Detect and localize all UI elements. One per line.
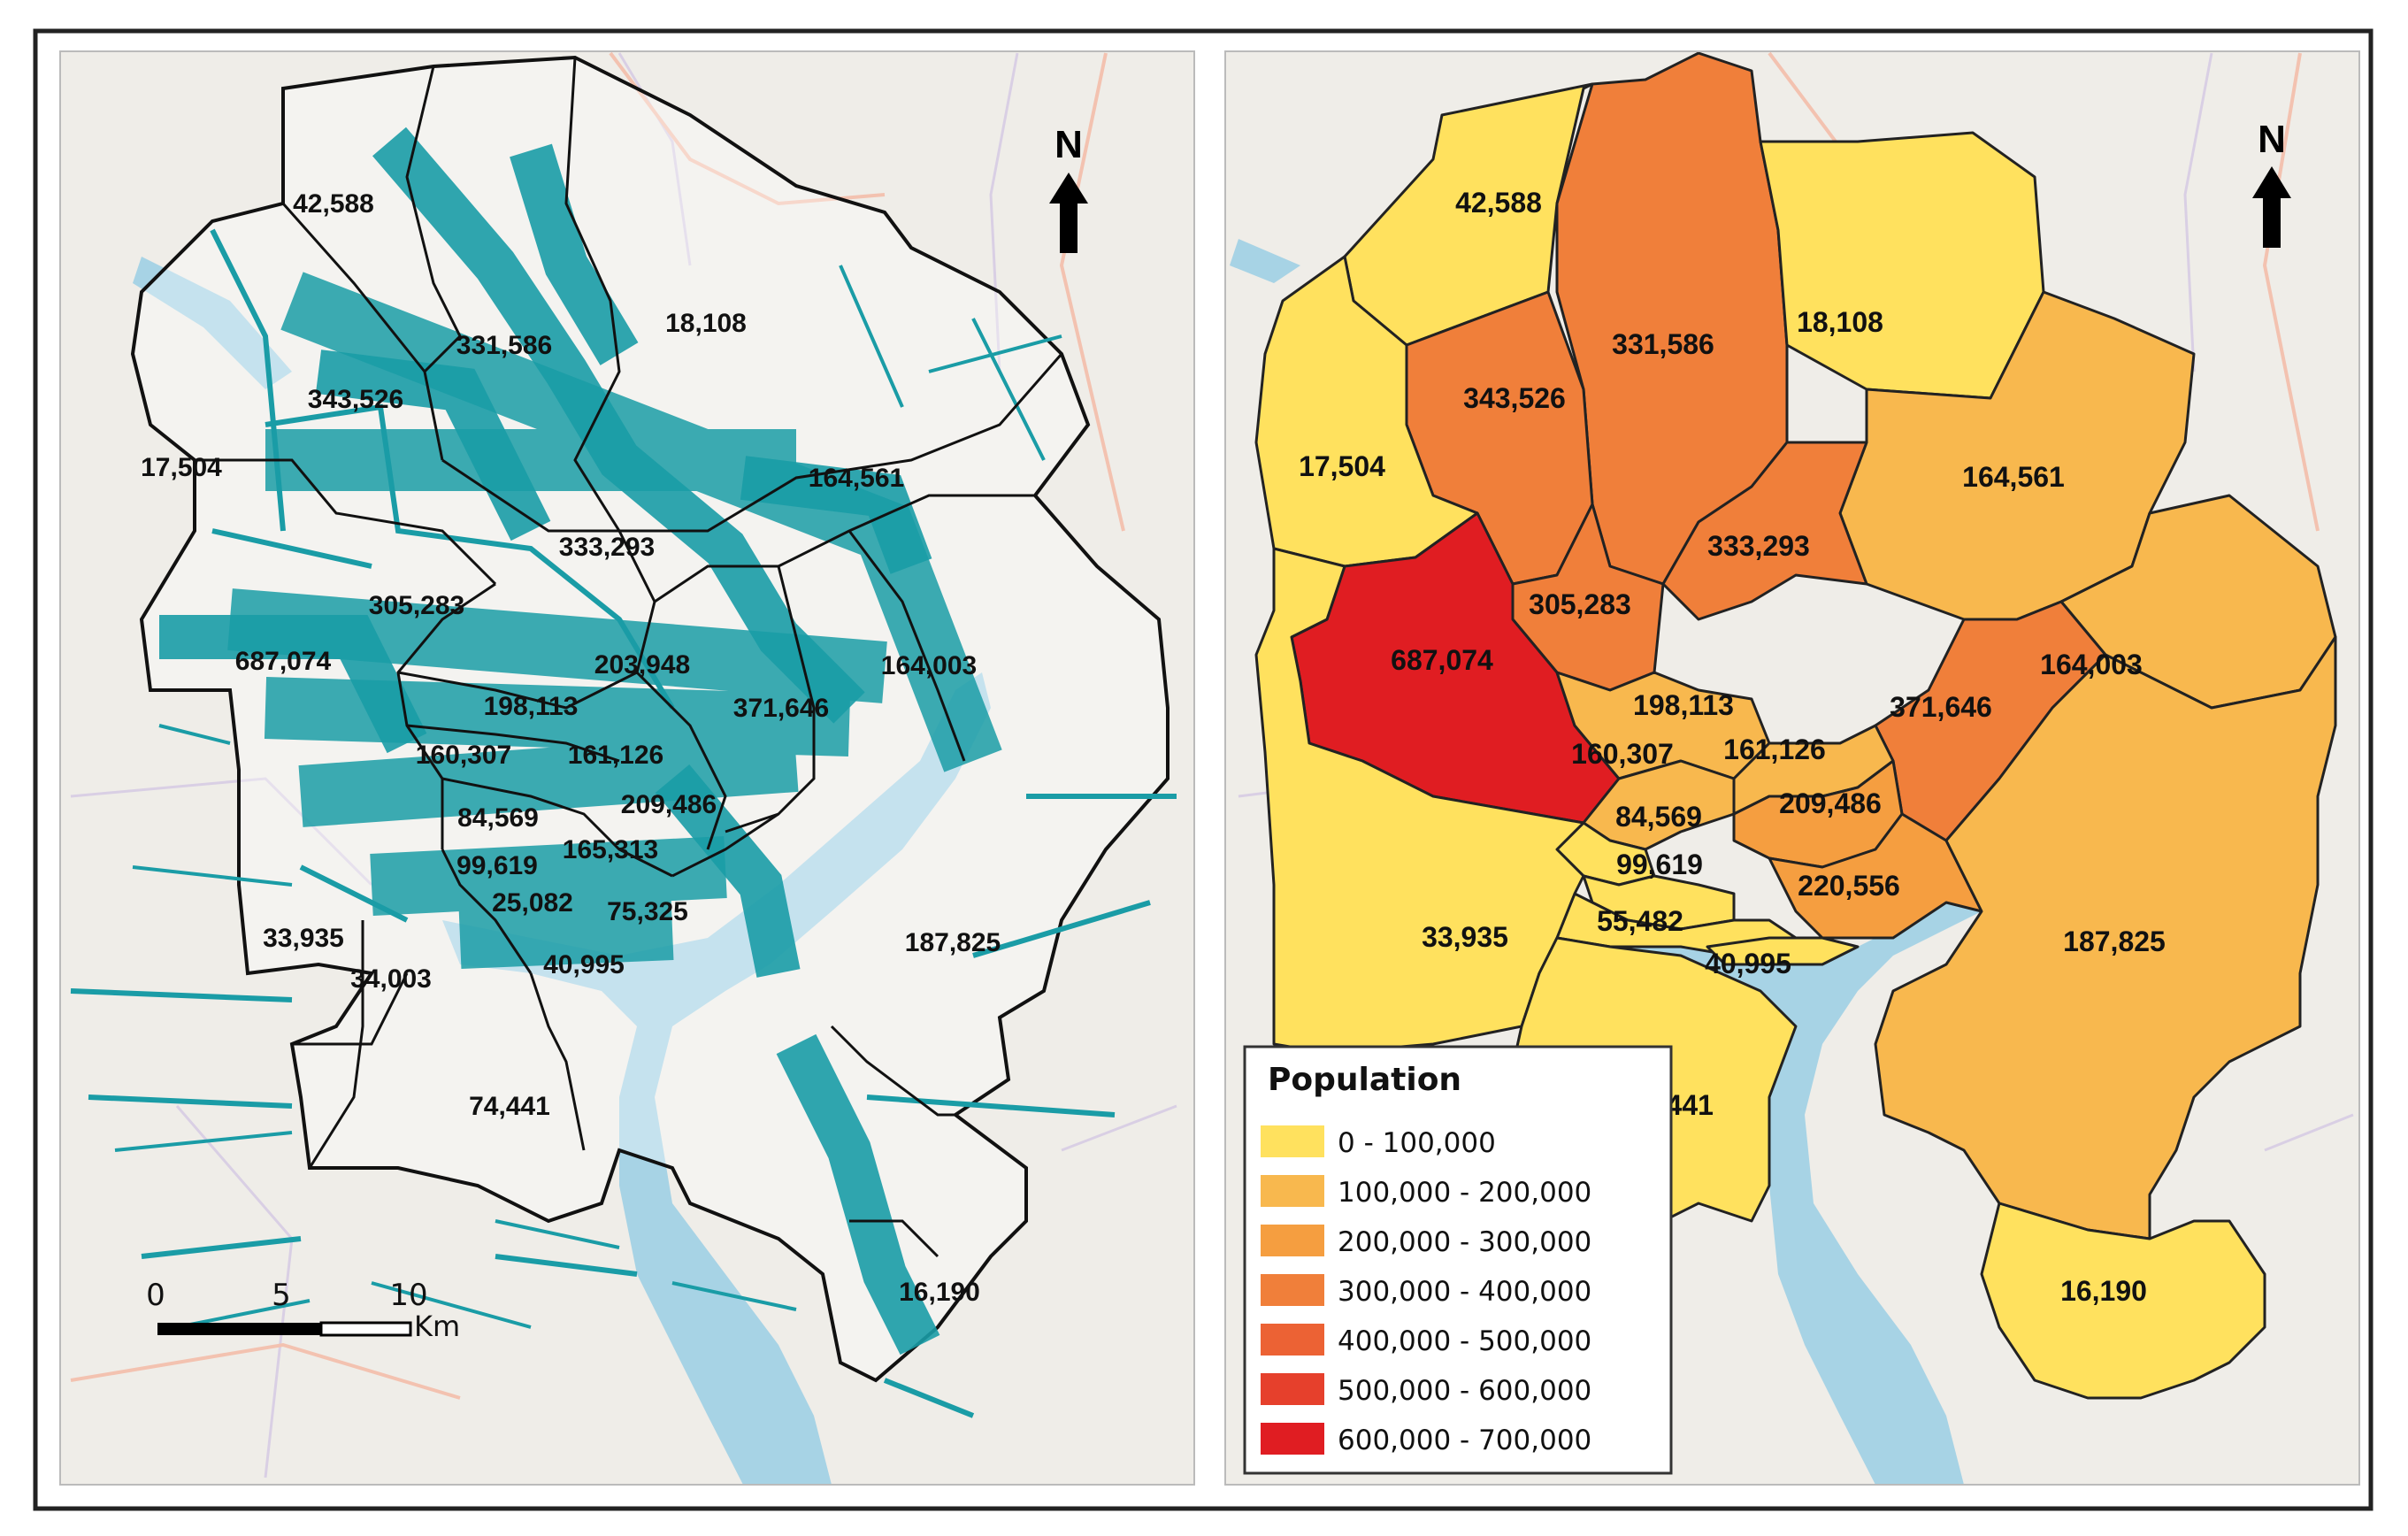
left-background-roads (70, 52, 1177, 1478)
right-label: 40,995 (1705, 948, 1791, 979)
left-river (133, 257, 991, 1485)
left-label: 16,190 (899, 1278, 980, 1307)
right-label: 55,482 (1597, 905, 1683, 937)
right-map-panel: N 42,588 331,586 18,108 343,526 17,504 1… (1225, 51, 2359, 1485)
legend-swatch (1261, 1324, 1324, 1356)
legend-label: 600,000 - 700,000 (1338, 1425, 1591, 1456)
left-label: 161,126 (568, 741, 663, 770)
left-label: 203,948 (594, 650, 690, 680)
legend-label: 200,000 - 300,000 (1338, 1226, 1591, 1258)
left-label: 74,441 (469, 1092, 550, 1121)
scale-tick-10: 10 (389, 1278, 427, 1313)
right-label: 187,825 (2063, 925, 2166, 957)
left-map-border (59, 50, 1195, 1486)
left-label: 165,313 (563, 835, 658, 864)
right-label: 84,569 (1615, 801, 1702, 833)
left-district-borders (195, 57, 1063, 1258)
left-label: 305,283 (369, 591, 464, 620)
legend-swatch (1261, 1225, 1324, 1256)
left-north-arrow: N (1049, 123, 1088, 253)
right-north-label: N (2258, 118, 2286, 161)
right-label: 305,283 (1529, 588, 1631, 620)
left-label: 25,082 (492, 888, 573, 918)
right-label: 42,588 (1455, 187, 1542, 219)
scale-unit: Km (414, 1309, 460, 1343)
left-scale-bar: 0 5 10 Km (146, 1278, 460, 1343)
scale-tick-5: 5 (272, 1278, 291, 1313)
legend-label: 400,000 - 500,000 (1338, 1325, 1591, 1357)
right-label: 16,190 (2060, 1275, 2147, 1307)
left-label: 687,074 (235, 647, 332, 676)
right-label: 33,935 (1422, 921, 1508, 953)
left-label: 164,561 (809, 464, 904, 493)
legend-box (1243, 1045, 1673, 1475)
legend-swatch (1261, 1125, 1324, 1157)
right-label: 371,646 (1890, 691, 1992, 723)
left-label: 75,325 (607, 897, 688, 926)
legend-swatch (1261, 1175, 1324, 1207)
legend-swatch (1261, 1274, 1324, 1306)
right-districts (1254, 51, 2337, 1400)
left-label: 343,526 (308, 385, 403, 414)
legend-label: 300,000 - 400,000 (1338, 1276, 1591, 1308)
left-label: 371,646 (733, 694, 829, 723)
right-label: 343,526 (1463, 382, 1566, 414)
right-label: 160,307 (1571, 738, 1674, 770)
legend-label: 500,000 - 600,000 (1338, 1375, 1591, 1407)
right-map-border (1224, 50, 2360, 1486)
right-label: 164,003 (2040, 649, 2143, 680)
left-label: 84,569 (457, 803, 539, 833)
left-district-labels: 42,588 331,586 18,108 343,526 17,504 164… (141, 189, 1001, 1307)
legend-swatch (1261, 1423, 1324, 1455)
left-label: 34,003 (350, 964, 432, 994)
district-r20 (1706, 936, 1860, 966)
right-label: 161,126 (1723, 733, 1826, 765)
left-label: 17,504 (141, 453, 222, 482)
left-label: 187,825 (905, 928, 1001, 957)
right-label: 333,293 (1707, 530, 1810, 562)
left-label: 33,935 (263, 924, 344, 953)
right-label: 198,113 (1633, 689, 1734, 721)
right-label: 99,619 (1616, 849, 1703, 880)
right-label: 220,556 (1798, 870, 1900, 902)
left-label: 18,108 (665, 309, 747, 338)
district-r7 (1661, 441, 1868, 621)
legend-label: 100,000 - 200,000 (1338, 1177, 1591, 1209)
left-label: 164,003 (881, 651, 977, 680)
left-north-label: N (1054, 123, 1083, 166)
right-label: 18,108 (1797, 306, 1883, 338)
right-label: 687,074 (1391, 644, 1493, 676)
district-r21 (1254, 547, 1585, 1055)
right-district-labels: 42,588 331,586 18,108 343,526 17,504 164… (1299, 187, 2166, 1307)
legend: Population 0 - 100,000 100,000 - 200,000 2… (1243, 1045, 1673, 1475)
left-label: 99,619 (456, 851, 538, 880)
left-label: 333,293 (559, 533, 655, 562)
left-label: 40,995 (543, 950, 625, 979)
scale-tick-0: 0 (146, 1278, 165, 1313)
left-label: 42,588 (293, 189, 374, 219)
legend-label: 0 - 100,000 (1338, 1127, 1496, 1159)
right-label: 164,561 (1962, 461, 2065, 493)
legend-title: Population (1268, 1062, 1461, 1098)
left-map-panel: N 0 5 10 Km 42,588 331,586 18,108 343,52… (60, 51, 1194, 1485)
district-r24 (1980, 1202, 2266, 1400)
left-main-roads (70, 51, 1125, 1400)
left-road-network (70, 127, 1177, 1418)
left-label: 331,586 (456, 331, 552, 360)
left-label: 198,113 (484, 692, 579, 721)
left-label: 209,486 (621, 790, 717, 819)
left-label: 160,307 (416, 741, 511, 770)
right-label: 209,486 (1779, 787, 1882, 819)
right-label: 17,504 (1299, 450, 1385, 482)
right-label: 331,586 (1612, 328, 1714, 360)
right-north-arrow: N (2252, 118, 2291, 248)
legend-swatch (1261, 1373, 1324, 1405)
